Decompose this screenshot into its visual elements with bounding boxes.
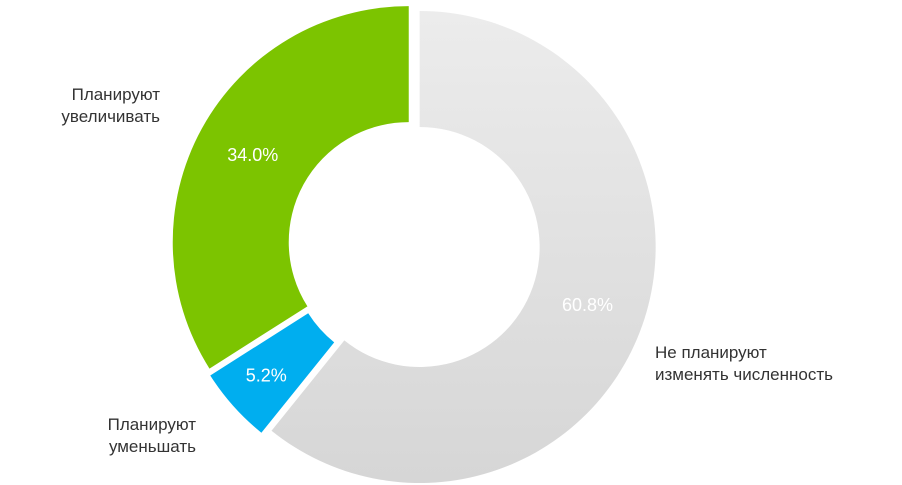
category-label: Планируют увеличивать [61, 85, 160, 126]
category-label: Планируют уменьшать [107, 415, 196, 456]
value-label: 60.8% [562, 295, 613, 315]
value-label: 5.2% [246, 366, 287, 386]
donut-slice [210, 313, 335, 433]
donut-slice [172, 6, 409, 369]
category-label: Не планируют изменять численность [655, 343, 833, 384]
value-label: 34.0% [227, 145, 278, 165]
donut-slice [271, 10, 656, 483]
